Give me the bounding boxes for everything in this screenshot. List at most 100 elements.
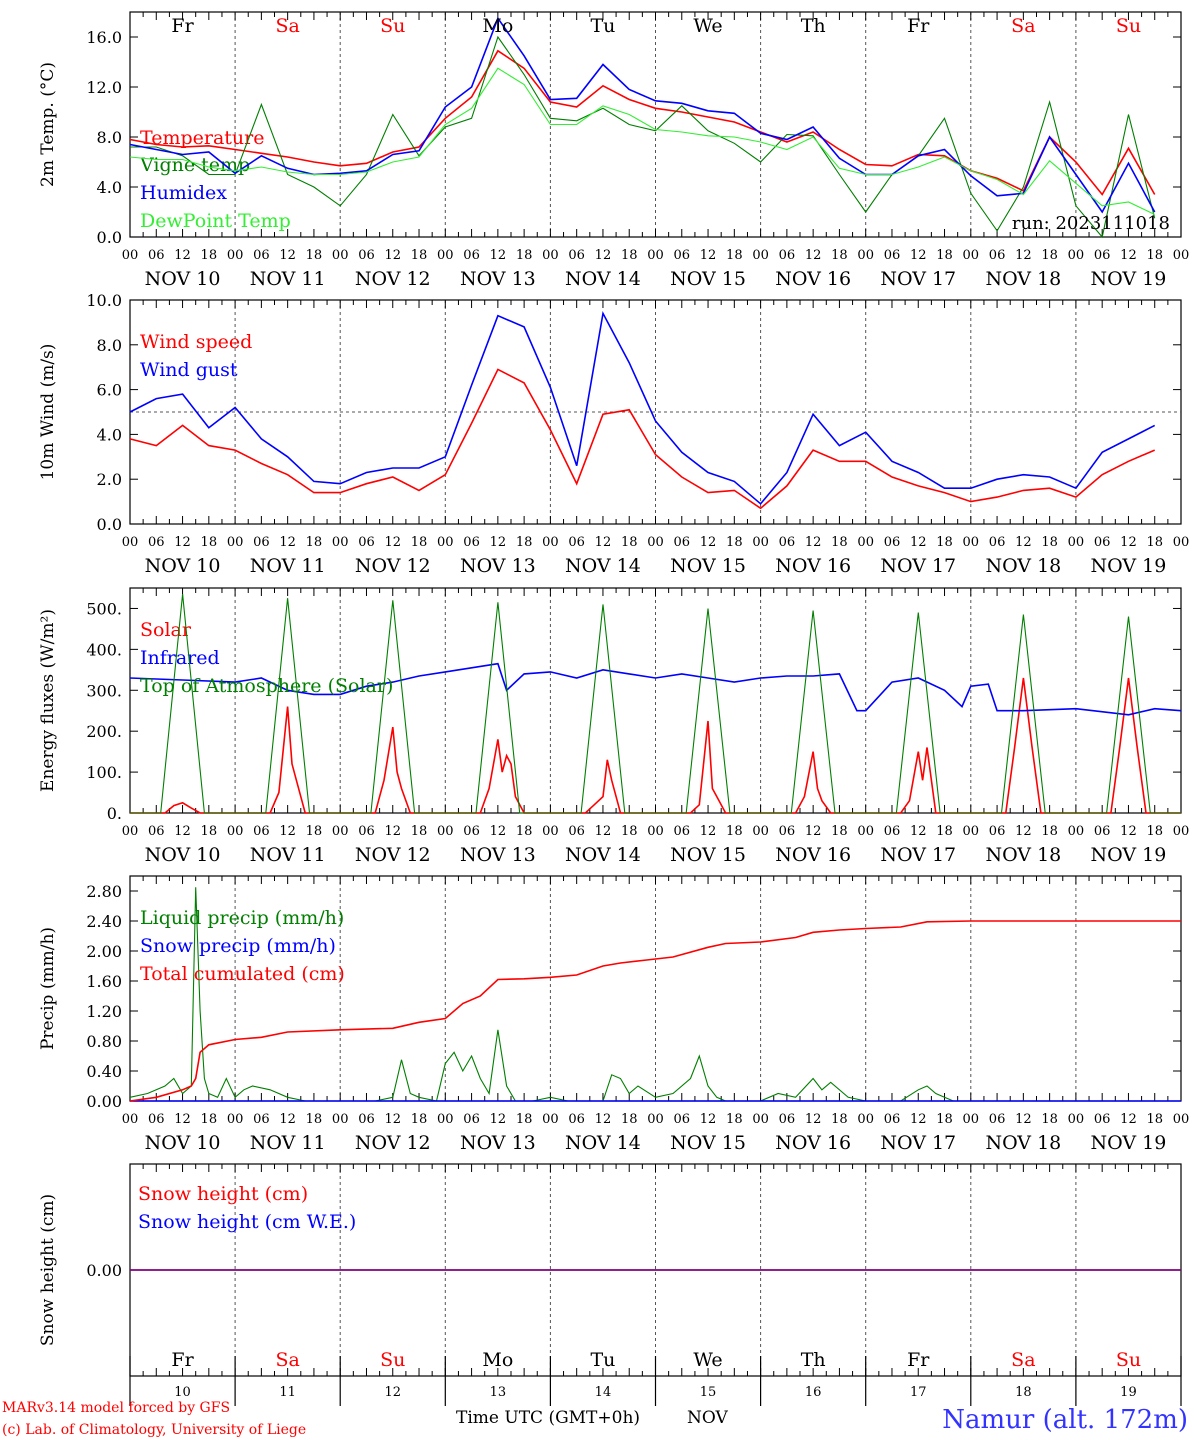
date-label: NOV 10 — [145, 268, 221, 290]
day-name: Mo — [482, 15, 513, 37]
y-tick-label: 2.80 — [86, 882, 122, 901]
hour-label: 12 — [595, 535, 612, 550]
date-label: NOV 12 — [355, 268, 431, 290]
hour-label: 18 — [306, 1112, 323, 1127]
hour-label: 06 — [253, 248, 270, 263]
hour-label: 06 — [674, 535, 691, 550]
date-label: NOV 12 — [355, 844, 431, 866]
hour-label: 06 — [779, 535, 796, 550]
y-tick-label: 16.0 — [86, 28, 122, 47]
day-name: Th — [801, 15, 826, 37]
hour-label: 06 — [779, 824, 796, 839]
legend-entry: DewPoint Temp — [140, 210, 291, 232]
hour-label: 12 — [279, 824, 296, 839]
day-name: Tu — [590, 1349, 615, 1371]
hour-label: 18 — [936, 535, 953, 550]
hour-label: 06 — [358, 535, 375, 550]
hour-label: 12 — [1120, 1112, 1137, 1127]
day-number: 14 — [595, 1385, 612, 1400]
date-label: NOV 19 — [1091, 1132, 1167, 1154]
hour-label: 00 — [963, 535, 980, 550]
hour-label: 12 — [1015, 824, 1032, 839]
y-tick-label: 8.0 — [97, 336, 122, 355]
day-name: Th — [801, 1349, 826, 1371]
hour-label: 06 — [463, 248, 480, 263]
hour-label: 18 — [726, 248, 743, 263]
y-tick-label: 2.0 — [97, 470, 122, 489]
xaxis-label: Time UTC (GMT+0h) — [456, 1408, 640, 1428]
hour-label: 18 — [621, 248, 638, 263]
hour-label: 18 — [726, 535, 743, 550]
hour-label: 18 — [411, 535, 428, 550]
hour-label: 12 — [1120, 248, 1137, 263]
day-number: 16 — [805, 1385, 822, 1400]
y-tick-label: 100. — [86, 763, 122, 782]
hour-label: 18 — [621, 535, 638, 550]
date-label: NOV 19 — [1091, 268, 1167, 290]
y-tick-label: 1.20 — [86, 1002, 122, 1021]
hour-label: 12 — [1015, 1112, 1032, 1127]
date-label: NOV 11 — [250, 555, 326, 577]
date-label: NOV 10 — [145, 844, 221, 866]
hour-label: 00 — [542, 535, 559, 550]
hour-label: 12 — [910, 824, 927, 839]
legend-entry: Liquid precip (mm/h) — [140, 907, 344, 929]
hour-label: 00 — [1068, 535, 1085, 550]
date-label: NOV 16 — [775, 268, 851, 290]
hour-label: 18 — [726, 1112, 743, 1127]
hour-label: 06 — [358, 248, 375, 263]
hour-label: 12 — [595, 1112, 612, 1127]
legend-entry: Snow height (cm W.E.) — [138, 1211, 356, 1233]
hour-label: 00 — [332, 248, 349, 263]
date-label: NOV 18 — [985, 1132, 1061, 1154]
date-label: NOV 17 — [880, 555, 956, 577]
series-line-3 — [129, 16, 1156, 214]
hour-label: 18 — [201, 248, 218, 263]
hour-label: 06 — [884, 535, 901, 550]
hour-label: 06 — [148, 535, 165, 550]
y-tick-label: 0. — [107, 804, 122, 823]
date-label: NOV 16 — [775, 555, 851, 577]
panel-2: 0.0 2.0 4.0 6.0 8.0 10.0 10m Wind (m/s) Wind sp… — [38, 291, 1189, 577]
y-tick-label: 2.40 — [86, 912, 122, 931]
y-tick-label: 200. — [86, 722, 122, 741]
model-credit: MARv3.14 model forced by GFS — [2, 1400, 230, 1416]
hour-label: 12 — [1120, 824, 1137, 839]
hour-label: 18 — [201, 1112, 218, 1127]
hour-label: 18 — [306, 824, 323, 839]
hour-label: 06 — [779, 248, 796, 263]
date-label: NOV 13 — [460, 555, 536, 577]
date-label: NOV 11 — [250, 1132, 326, 1154]
hour-label: 12 — [1015, 535, 1032, 550]
series-line-2 — [130, 35, 1156, 239]
day-name: Sa — [1011, 15, 1035, 37]
date-label: NOV 19 — [1091, 844, 1167, 866]
y-tick-label: 0.80 — [86, 1032, 122, 1051]
y-tick-label: 6.0 — [97, 381, 122, 400]
hour-label: 12 — [279, 248, 296, 263]
hour-label: 06 — [568, 535, 585, 550]
hour-label: 00 — [437, 248, 454, 263]
y-tick-label: 10.0 — [86, 291, 122, 310]
hour-label: 00 — [752, 535, 769, 550]
hour-label: 00 — [1068, 824, 1085, 839]
day-name: We — [693, 1349, 722, 1371]
hour-label: 06 — [358, 1112, 375, 1127]
y-axis-label: Snow height (cm) — [38, 1194, 58, 1346]
hour-label: 18 — [621, 1112, 638, 1127]
hour-label: 06 — [463, 824, 480, 839]
hour-label: 06 — [674, 824, 691, 839]
hour-label: 18 — [516, 1112, 533, 1127]
hour-label: 00 — [647, 535, 664, 550]
hour-label: 00 — [1173, 1112, 1190, 1127]
hour-label: 18 — [201, 824, 218, 839]
y-tick-label: 12.0 — [86, 78, 122, 97]
hour-label: 18 — [411, 1112, 428, 1127]
hour-label: 12 — [384, 824, 401, 839]
hour-label: 12 — [279, 535, 296, 550]
hour-label: 12 — [384, 248, 401, 263]
y-axis-label: 2m Temp. (°C) — [38, 62, 58, 187]
hour-label: 06 — [1094, 535, 1111, 550]
hour-label: 12 — [174, 535, 191, 550]
hour-label: 00 — [122, 248, 139, 263]
